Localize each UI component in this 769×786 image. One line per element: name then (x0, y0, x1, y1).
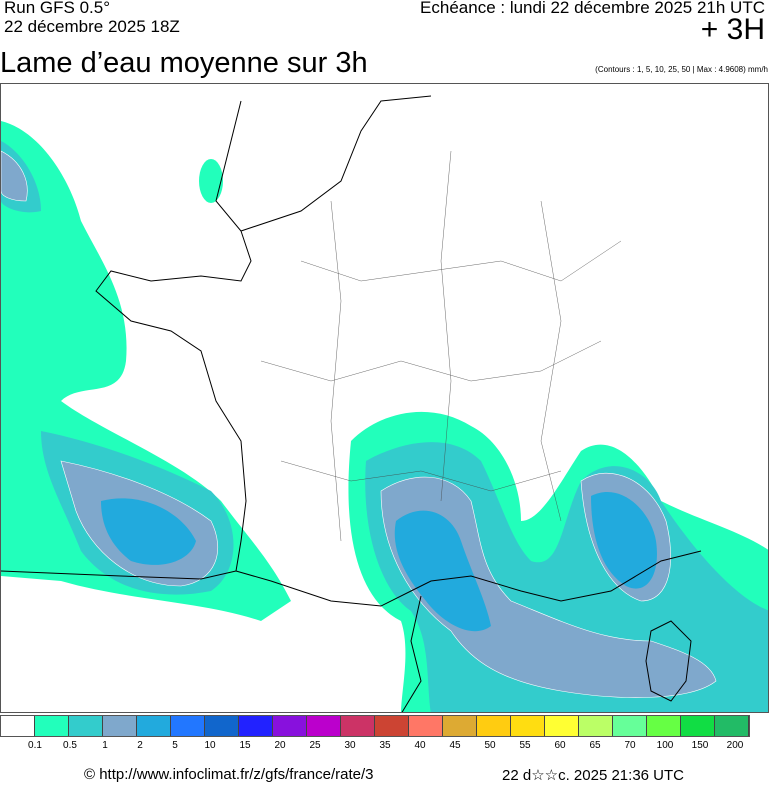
legend-label: 100 (656, 740, 674, 751)
legend-label: 55 (519, 740, 531, 751)
map-title: Lame d’eau moyenne sur 3h (0, 47, 368, 79)
echeance: Echéance : lundi 22 décembre 2025 21h UT… (420, 0, 765, 17)
legend-label: 200 (726, 740, 744, 751)
legend-label: 2 (137, 740, 143, 751)
contours-note: (Contours : 1, 5, 10, 25, 50 | Max : 4.9… (595, 65, 768, 74)
run-info: Run GFS 0.5° 22 décembre 2025 18Z (4, 0, 180, 36)
legend-label: 70 (624, 740, 636, 751)
legend-label: 20 (274, 740, 286, 751)
legend-swatch (409, 716, 443, 736)
legend-label: 30 (344, 740, 356, 751)
legend-label: 0.1 (28, 740, 42, 751)
legend-swatch (307, 716, 341, 736)
generated-time: 22 d☆☆c. 2025 21:36 UTC (502, 767, 684, 784)
legend-swatch (545, 716, 579, 736)
legend-swatch (443, 716, 477, 736)
legend-label: 40 (414, 740, 426, 751)
precipitation-map (0, 83, 769, 713)
legend-swatch (375, 716, 409, 736)
legend-swatch (273, 716, 307, 736)
source-url[interactable]: © http://www.infoclimat.fr/z/gfs/france/… (84, 766, 374, 783)
legend-label: 15 (239, 740, 251, 751)
legend-label: 45 (449, 740, 461, 751)
legend-swatch (511, 716, 545, 736)
legend-label: 35 (379, 740, 391, 751)
legend-label: 60 (554, 740, 566, 751)
legend-label: 150 (691, 740, 709, 751)
department-borders (260, 150, 622, 542)
legend-swatch (613, 716, 647, 736)
legend-swatch (1, 716, 35, 736)
legend-swatch (35, 716, 69, 736)
run-model: Run GFS 0.5° (4, 0, 111, 17)
legend-swatch (171, 716, 205, 736)
legend-label: 10 (204, 740, 216, 751)
legend-swatch (477, 716, 511, 736)
legend-swatch (239, 716, 273, 736)
legend-label: 5 (172, 740, 178, 751)
legend-swatch (69, 716, 103, 736)
legend-swatch (647, 716, 681, 736)
legend-swatch (103, 716, 137, 736)
legend-label: 1 (102, 740, 108, 751)
legend-label: 25 (309, 740, 321, 751)
lead-time: + 3H (700, 13, 765, 46)
coastline (1, 95, 702, 712)
legend-swatch (681, 716, 715, 736)
legend-swatch (715, 716, 749, 736)
color-legend (0, 715, 750, 737)
legend-label: 50 (484, 740, 496, 751)
run-date: 22 décembre 2025 18Z (4, 17, 180, 36)
legend-swatch (579, 716, 613, 736)
legend-swatch (205, 716, 239, 736)
legend-label: 65 (589, 740, 601, 751)
legend-swatch (341, 716, 375, 736)
legend-swatch (137, 716, 171, 736)
precip-level-5 (101, 492, 657, 632)
legend-label: 0.5 (63, 740, 77, 751)
